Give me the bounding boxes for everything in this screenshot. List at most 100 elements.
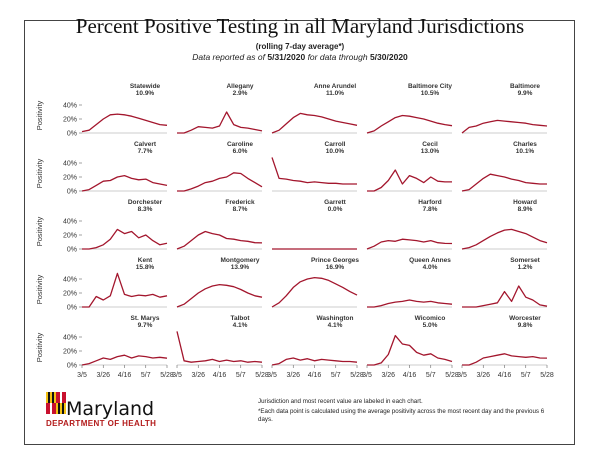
footnote-1: Jurisdiction and most recent value are l… [258,398,423,405]
panel-series-line [271,112,358,134]
panel-series-line [462,285,548,308]
panel-value: 7.7% [138,148,153,155]
x-tick-label: 3/26 [191,372,205,379]
chart-subtitle: (rolling 7-day average*) [255,42,345,51]
x-tick-label: 4/16 [308,372,322,379]
x-tick-label: 3/26 [381,372,395,379]
panel-name: Queen Annes [409,257,451,264]
y-tick-label: 0% [67,305,77,312]
panel-series-line [366,114,453,134]
panel-name: Cecil [422,141,438,148]
panel-value: 1.2% [518,264,533,271]
panel-value: 9.9% [518,90,533,97]
panel-series-line [271,157,357,185]
panel-value: 8.7% [233,206,248,213]
logo-department: DEPARTMENT OF HEALTH [46,419,157,428]
x-tick-label: 3/26 [476,372,490,379]
panel-series-line [82,228,168,250]
x-tick-label: 3/26 [286,372,300,379]
panel-value: 8.9% [518,206,533,213]
panel-name: Dorchester [128,199,163,206]
y-tick-label: 20% [63,117,77,124]
report-date-line: Data reported as of 5/31/2020 for data t… [0,52,600,62]
panel-name: Carroll [325,141,346,148]
y-tick-label: 0% [67,247,77,254]
panel-name: Kent [138,257,153,264]
panel-name: Anne Arundel [314,83,357,90]
x-tick-label: 4/16 [118,372,132,379]
x-tick-label: 3/5 [172,372,182,379]
x-tick-label: 5/7 [141,372,151,379]
x-tick-label: 5/28 [160,372,174,379]
panel-value: 0.0% [328,206,343,213]
x-tick-label: 4/16 [213,372,227,379]
report-as-of: 5/31/2020 [267,52,306,62]
x-tick-label: 5/28 [540,372,554,379]
panel-value: 9.8% [518,322,533,329]
panel-name: Somerset [510,257,540,264]
y-tick-label: 0% [67,189,77,196]
panel-name: Prince Georges [311,257,359,264]
panel-name: Washington [317,315,354,322]
panel-series-line [176,283,263,308]
panel-series-line [461,228,548,250]
panel-name: Baltimore [510,83,540,90]
panel-series-line [81,354,168,366]
panel-series-line [271,276,358,308]
y-tick-label: 40% [63,161,77,168]
y-tick-label: 40% [63,219,77,226]
panel-name: Statewide [130,83,161,90]
panel-value: 8.3% [138,206,153,213]
panel-series-line [367,299,453,308]
panel-value: 9.7% [138,322,153,329]
report-middle: for data through [307,52,368,62]
footnote-2: *Each data point is calculated using the… [258,408,545,423]
panel-value: 10.0% [326,148,345,155]
x-tick-label: 5/28 [255,372,269,379]
x-tick-label: 5/7 [521,372,531,379]
panel-value: 4.1% [233,322,248,329]
x-tick-label: 3/5 [457,372,467,379]
panel-name: St. Marys [131,315,160,322]
panel-name: Baltimore City [408,83,452,90]
panel-value: 10.1% [516,148,535,155]
panel-series-line [81,113,168,133]
y-axis-label: Positivity [35,274,44,304]
panel-series-line [461,119,548,134]
x-tick-label: 3/5 [362,372,372,379]
y-tick-label: 20% [63,349,77,356]
panel-value: 6.0% [233,148,248,155]
panel-series-line [366,238,453,250]
x-tick-label: 3/26 [96,372,110,379]
y-tick-label: 40% [63,335,77,342]
panel-name: Garrett [324,199,347,206]
logo-wordmark: Maryland [66,398,155,420]
y-tick-label: 0% [67,131,77,138]
panel-name: Montgomery [221,257,260,264]
panel-value: 2.9% [233,90,248,97]
y-axis-label: Positivity [35,158,44,188]
x-tick-label: 5/28 [350,372,364,379]
panel-series-line [177,172,263,192]
panel-value: 4.1% [328,322,343,329]
panel-series-line [82,272,168,308]
x-tick-label: 3/5 [267,372,277,379]
x-tick-label: 3/5 [77,372,87,379]
report-through: 5/30/2020 [369,52,408,62]
panel-value: 13.0% [421,148,440,155]
x-tick-label: 4/16 [403,372,417,379]
panel-value: 15.8% [136,264,155,271]
panel-series-line [462,353,548,366]
maryland-flag-icon [46,392,66,414]
panel-name: Caroline [227,141,253,148]
y-axis-label: Positivity [35,332,44,362]
y-tick-label: 40% [63,103,77,110]
x-tick-label: 5/7 [331,372,341,379]
panel-series-line [271,357,358,366]
panel-series-line [367,334,453,366]
panel-name: Talbot [230,315,250,322]
panel-name: Wicomico [415,315,446,322]
panel-value: 13.9% [231,264,250,271]
panel-value: 4.0% [423,264,438,271]
